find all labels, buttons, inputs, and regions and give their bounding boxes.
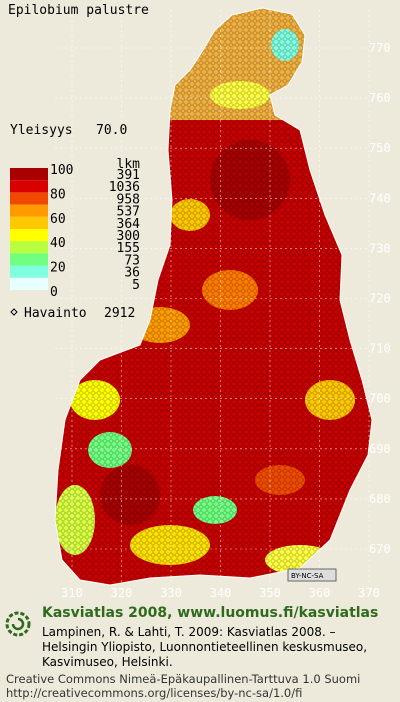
legend-count: 537 xyxy=(117,205,140,220)
citation-line: Kasvimuseo, Helsinki. xyxy=(42,655,173,669)
y-grid-label: 770 xyxy=(369,41,391,55)
legend-scale-label: 40 xyxy=(50,236,66,251)
y-grid-label: 730 xyxy=(369,241,391,255)
legend-count: 155 xyxy=(117,241,140,256)
legend-swatch xyxy=(10,253,48,266)
x-grid-label: 330 xyxy=(160,586,182,600)
observation-value: 2912 xyxy=(104,306,135,321)
license-badge-text: BY-NC-SA xyxy=(291,572,324,580)
legend-swatch xyxy=(10,180,48,193)
legend-scale-label: 0 xyxy=(50,285,58,300)
license-line: Creative Commons Nimeä-Epäkaupallinen-Ta… xyxy=(6,672,360,686)
license-badge xyxy=(287,568,337,582)
grid xyxy=(55,10,370,585)
y-grid-label: 720 xyxy=(369,292,391,306)
logo xyxy=(5,611,31,637)
x-grid-label: 360 xyxy=(309,586,331,600)
legend-swatch xyxy=(10,241,48,254)
citation-line: Helsingin Yliopisto, Luonnontieteellinen… xyxy=(42,640,367,654)
footer: Lampinen, R. & Lahti, T. 2009: Kasviatla… xyxy=(6,625,367,700)
legend-swatch xyxy=(10,265,48,278)
legend-scale-label: 60 xyxy=(50,212,66,227)
frequency-value: 70.0 xyxy=(96,123,127,138)
legend-swatch xyxy=(10,204,48,217)
y-grid-label: 710 xyxy=(369,342,391,356)
x-grid-label: 350 xyxy=(259,586,281,600)
legend-scale-label: 80 xyxy=(50,187,66,202)
count-header: lkm xyxy=(117,157,141,172)
legend-count: 958 xyxy=(117,192,140,207)
y-grid-label: 700 xyxy=(369,392,391,406)
y-grid-label: 760 xyxy=(369,91,391,105)
observation-symbol xyxy=(10,308,18,316)
legend-count: 36 xyxy=(124,266,140,281)
license-line: http://creativecommons.org/licenses/by-n… xyxy=(6,686,302,700)
x-grid-label: 340 xyxy=(210,586,232,600)
legend-scale-label: 20 xyxy=(50,261,66,276)
y-grid-label: 740 xyxy=(369,191,391,205)
legend-count: 364 xyxy=(117,217,141,232)
legend-count: 300 xyxy=(117,229,140,244)
citation-line: Lampinen, R. & Lahti, T. 2009: Kasviatla… xyxy=(42,625,336,639)
frequency-label: Yleisyys xyxy=(10,123,73,138)
legend-count: 391 xyxy=(117,168,140,183)
y-grid-label: 750 xyxy=(369,141,391,155)
legend-count: 73 xyxy=(124,253,140,268)
legend-scale-label: 100 xyxy=(50,163,73,178)
footer-title: Kasviatlas 2008, www.luomus.fi/kasviatla… xyxy=(42,605,378,621)
x-grid-label: 320 xyxy=(111,586,133,600)
legend-swatch xyxy=(10,168,48,181)
legend-swatch xyxy=(10,229,48,242)
x-grid-label: 310 xyxy=(61,586,83,600)
y-grid-label: 670 xyxy=(369,542,391,556)
legend-swatch xyxy=(10,192,48,205)
legend-swatch xyxy=(10,277,48,290)
y-grid-label: 690 xyxy=(369,442,391,456)
observation-label: Havainto xyxy=(24,306,87,321)
legend-count: 5 xyxy=(132,278,140,293)
x-grid-label: 370 xyxy=(358,586,380,600)
species-title: Epilobium palustre xyxy=(8,3,149,18)
legend-count: 1036 xyxy=(109,180,140,195)
y-grid-label: 680 xyxy=(369,492,391,506)
legend-swatch xyxy=(10,216,48,229)
map-outline xyxy=(54,7,373,586)
